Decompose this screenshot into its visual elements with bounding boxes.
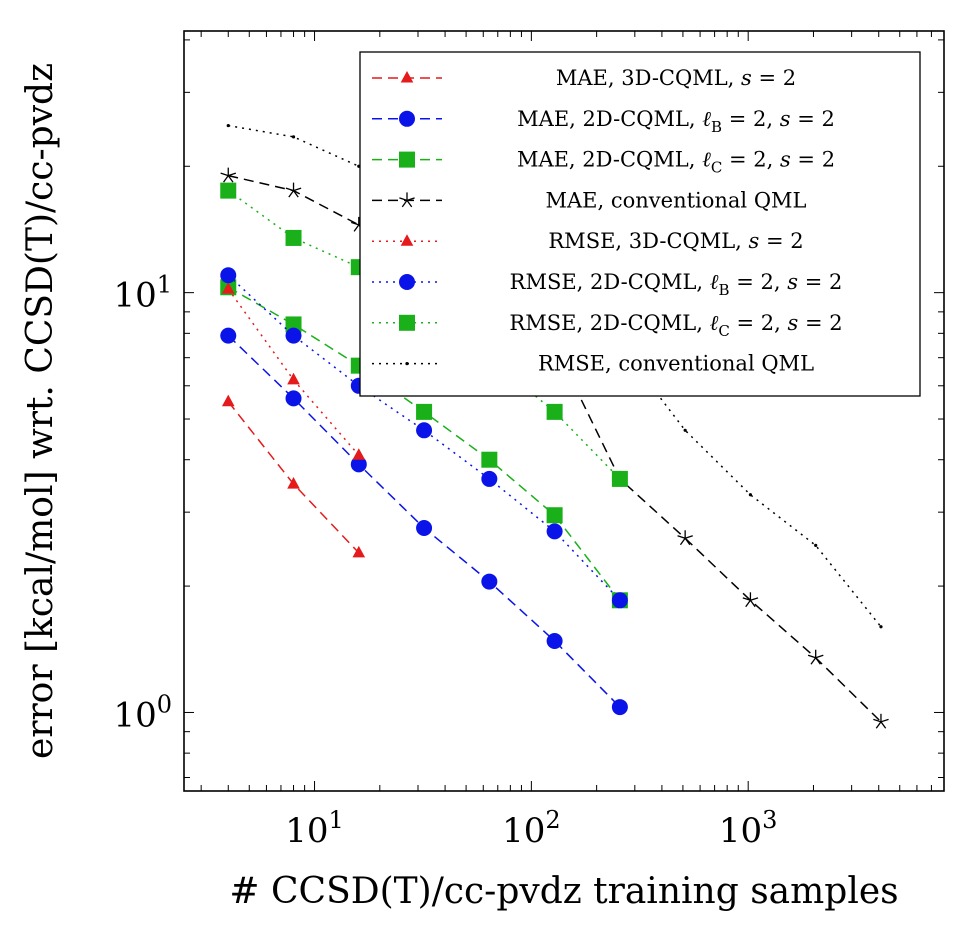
data-point [221,282,235,294]
legend: MAE, 3D-CQML, s = 2 MAE, 2D-CQML, ℓB = 2,… [359,51,921,397]
data-point [742,592,759,608]
x-tick-label: 101 [285,806,344,851]
data-point [220,327,237,344]
y-axis-label: error [kcal/mol] wrt. CCSD(T)/cc-pvdz [20,63,61,759]
series-6 [220,267,628,609]
data-point [546,632,563,649]
legend-swatch-marker [399,314,415,331]
legend-entry: RMSE, 2D-CQML, ℓB = 2, s = 2 [372,270,842,299]
legend-label: RMSE, 2D-CQML, ℓB = 2, s = 2 [510,270,843,299]
y-tick-label: 101 [113,271,172,316]
legend-swatch-marker [400,234,414,246]
data-point [352,448,366,460]
data-point [546,523,563,540]
tick-labels: 101 102 103 100 101 [113,271,777,851]
data-point [807,649,824,665]
data-point [879,625,883,629]
series-5 [221,282,366,460]
data-point [285,229,302,246]
legend-entry: MAE, 2D-CQML, ℓC = 2, s = 2 [372,148,835,177]
data-point [677,530,693,546]
data-point [352,545,366,558]
data-point [291,135,296,139]
data-point [350,456,367,473]
legend-entry: RMSE, 2D-CQML, ℓC = 2, s = 2 [372,311,843,340]
data-point [285,316,302,333]
data-point [287,372,300,385]
legend-label: MAE, 2D-CQML, ℓB = 2, s = 2 [517,107,835,136]
data-point [220,182,237,199]
data-point [481,573,498,590]
data-point [416,403,433,420]
x-tick-label: 102 [502,806,561,851]
data-point [481,451,498,468]
data-point [285,182,302,198]
legend-label: MAE, 2D-CQML, ℓC = 2, s = 2 [517,148,835,177]
data-point [220,267,237,284]
data-point [546,507,563,524]
data-point [611,699,628,716]
data-point [221,394,235,407]
legend-label: MAE, 3D-CQML, s = 2 [556,66,796,90]
legend-entry: RMSE, conventional QML [372,352,814,376]
x-tick-label: 103 [719,806,778,851]
legend-label: RMSE, 2D-CQML, ℓC = 2, s = 2 [509,311,842,340]
data-point [226,123,230,128]
data-point [481,470,498,487]
legend-entry: RMSE, 3D-CQML, s = 2 [372,229,804,253]
series-line [228,124,882,628]
y-tick-label: 100 [113,690,172,735]
data-point [287,477,300,489]
data-point [285,390,302,407]
legend-entry: MAE, 3D-CQML, s = 2 [372,66,796,90]
data-point [611,470,628,487]
plot-frame [183,30,945,792]
legend-swatch-marker [399,274,415,290]
data-point [611,592,628,609]
data-point [416,422,433,439]
legend-label: MAE, conventional QML [546,188,807,212]
series-1 [221,394,366,558]
series-2 [220,327,628,716]
legend-entry: MAE, 2D-CQML, ℓB = 2, s = 2 [372,107,835,136]
legend-box [359,51,921,397]
legend-swatch-marker [399,151,415,168]
series-layer [220,123,889,729]
data-point [814,543,818,547]
data-point [546,403,563,420]
data-point [683,428,687,432]
data-point [416,520,433,537]
legend-swatch-marker [405,362,409,366]
data-point [220,167,237,183]
legend-label: RMSE, 3D-CQML, s = 2 [548,229,803,253]
legend-swatch-marker [399,110,415,127]
x-axis-label: # CCSD(T)/cc-pvdz training samples [229,871,898,912]
data-point [285,327,302,344]
data-point [748,493,753,497]
axis-ticks [184,31,945,791]
legend-label: RMSE, conventional QML [538,352,814,376]
legend-swatch-marker [400,71,414,83]
legend-entry: MAE, conventional QML [372,188,807,212]
legend-swatch-marker [399,192,415,208]
data-point [873,713,889,729]
